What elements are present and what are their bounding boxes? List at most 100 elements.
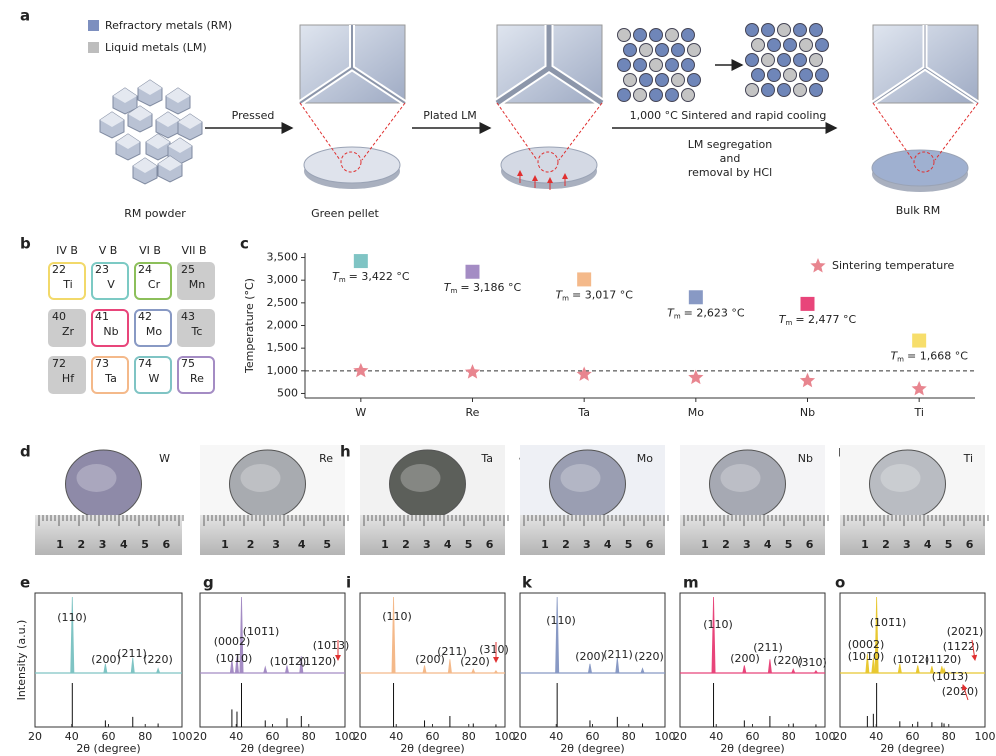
melting-point: [465, 264, 480, 279]
x-tick-label: Ti: [913, 406, 923, 419]
element-symbol: Ta: [104, 372, 117, 385]
tm-symbol: T: [444, 281, 452, 294]
pellet: [871, 149, 969, 187]
diffraction-peak: [897, 663, 902, 674]
x-tick-label: 40: [549, 730, 563, 743]
ruler-number: 4: [764, 538, 772, 551]
atomic-number: 72: [52, 357, 66, 370]
diffraction-peak: [942, 667, 947, 674]
peak-annotation: (112̄0): [925, 653, 962, 666]
diffraction-peak: [471, 668, 476, 674]
element-cell: [48, 356, 86, 394]
diffraction-peak: [711, 596, 716, 674]
melting-label: Tm = 3,017 °C: [555, 288, 633, 302]
y-tick-label: 2,500: [267, 296, 299, 309]
melting-label: Tm = 3,186 °C: [444, 281, 522, 295]
ruler-number: 4: [298, 538, 306, 551]
particle: [777, 53, 791, 67]
peak-annotation: (110): [546, 614, 576, 627]
peak-annotation: (101̄3): [932, 670, 969, 683]
y-tick-label: 3,000: [267, 273, 299, 286]
particle: [815, 68, 829, 82]
peak-annotation: (220): [460, 655, 490, 668]
element-symbol: Hf: [62, 372, 75, 385]
zoom-line: [299, 102, 406, 161]
x-tick-label: 100: [655, 730, 676, 743]
ruler-number: 4: [444, 538, 452, 551]
tm-symbol: T: [555, 288, 563, 301]
diffraction-peak: [229, 659, 234, 674]
powder-face: [166, 88, 190, 103]
process-note: LM segregation: [688, 138, 772, 151]
atomic-number: 74: [138, 357, 152, 370]
ruler-number: 6: [646, 538, 654, 551]
particle: [793, 23, 807, 37]
particle: [617, 58, 631, 72]
atomic-number: 24: [138, 263, 152, 276]
ruler-number: 3: [583, 538, 591, 551]
x-tick-label: 40: [709, 730, 723, 743]
x-tick-label: 60: [266, 730, 280, 743]
x-tick-label: 40: [229, 730, 243, 743]
ruler-number: 1: [56, 538, 64, 551]
particle: [655, 43, 669, 57]
peak-annotation: (220): [634, 650, 664, 663]
panel-letter: d: [20, 443, 31, 461]
particle: [751, 68, 765, 82]
y-axis-label: Intensity (a.u.): [15, 620, 28, 701]
melting-label: Tm = 2,477 °C: [779, 313, 857, 327]
powder-face: [133, 158, 157, 173]
particle: [761, 83, 775, 97]
disc-highlight: [400, 464, 441, 492]
diffraction-peak: [555, 596, 560, 674]
panel-letter: e: [20, 574, 30, 592]
y-tick-label: 3,500: [267, 251, 299, 264]
melting-value: = 3,186 °C: [460, 281, 521, 294]
particle: [671, 73, 685, 87]
tm-subscript: m: [562, 294, 569, 302]
ruler-number: 1: [381, 538, 389, 551]
ruler-number: 6: [806, 538, 814, 551]
element-cell: [91, 262, 129, 300]
step-label: Pressed: [232, 109, 275, 122]
group-label: IV B: [56, 244, 78, 257]
legend-swatch: [88, 42, 99, 53]
stage-label: RM powder: [124, 207, 186, 220]
peak-annotation: (112̄0): [300, 655, 337, 668]
sample-label: Mo: [637, 452, 653, 465]
zoom-circle: [913, 151, 935, 173]
process-note: removal by HCl: [688, 166, 772, 179]
sample-label: Ta: [480, 452, 493, 465]
particle: [745, 83, 759, 97]
powder-face: [128, 106, 152, 121]
group-label: VII B: [181, 244, 206, 257]
element-cell: [48, 309, 86, 347]
diffraction-peak: [391, 596, 396, 674]
tm-subscript: m: [897, 356, 904, 364]
particle: [799, 38, 813, 52]
diffraction-peak: [447, 659, 452, 674]
melting-point: [912, 333, 927, 348]
tm-subscript: m: [339, 276, 346, 284]
particle: [761, 23, 775, 37]
ruler-number: 6: [163, 538, 171, 551]
x-tick-label: Mo: [688, 406, 704, 419]
zoom-circle: [537, 151, 559, 173]
stage-label: Green pellet: [311, 207, 379, 220]
peak-annotation: (101̄2): [893, 653, 930, 666]
group-label: VI B: [139, 244, 161, 257]
x-tick-label: 20: [833, 730, 847, 743]
powder-face: [158, 156, 182, 171]
peak-annotation: (200): [730, 652, 760, 665]
x-tick-label: 80: [942, 730, 956, 743]
melting-point: [577, 272, 592, 287]
process-note: and: [720, 152, 741, 165]
x-tick-label: 80: [462, 730, 476, 743]
sample-label: Nb: [798, 452, 813, 465]
x-tick-label: 60: [426, 730, 440, 743]
x-axis-label: 2θ (degree): [240, 742, 304, 755]
particle: [633, 28, 647, 42]
sintering-point: [576, 366, 592, 381]
y-tick-label: 500: [277, 386, 298, 399]
